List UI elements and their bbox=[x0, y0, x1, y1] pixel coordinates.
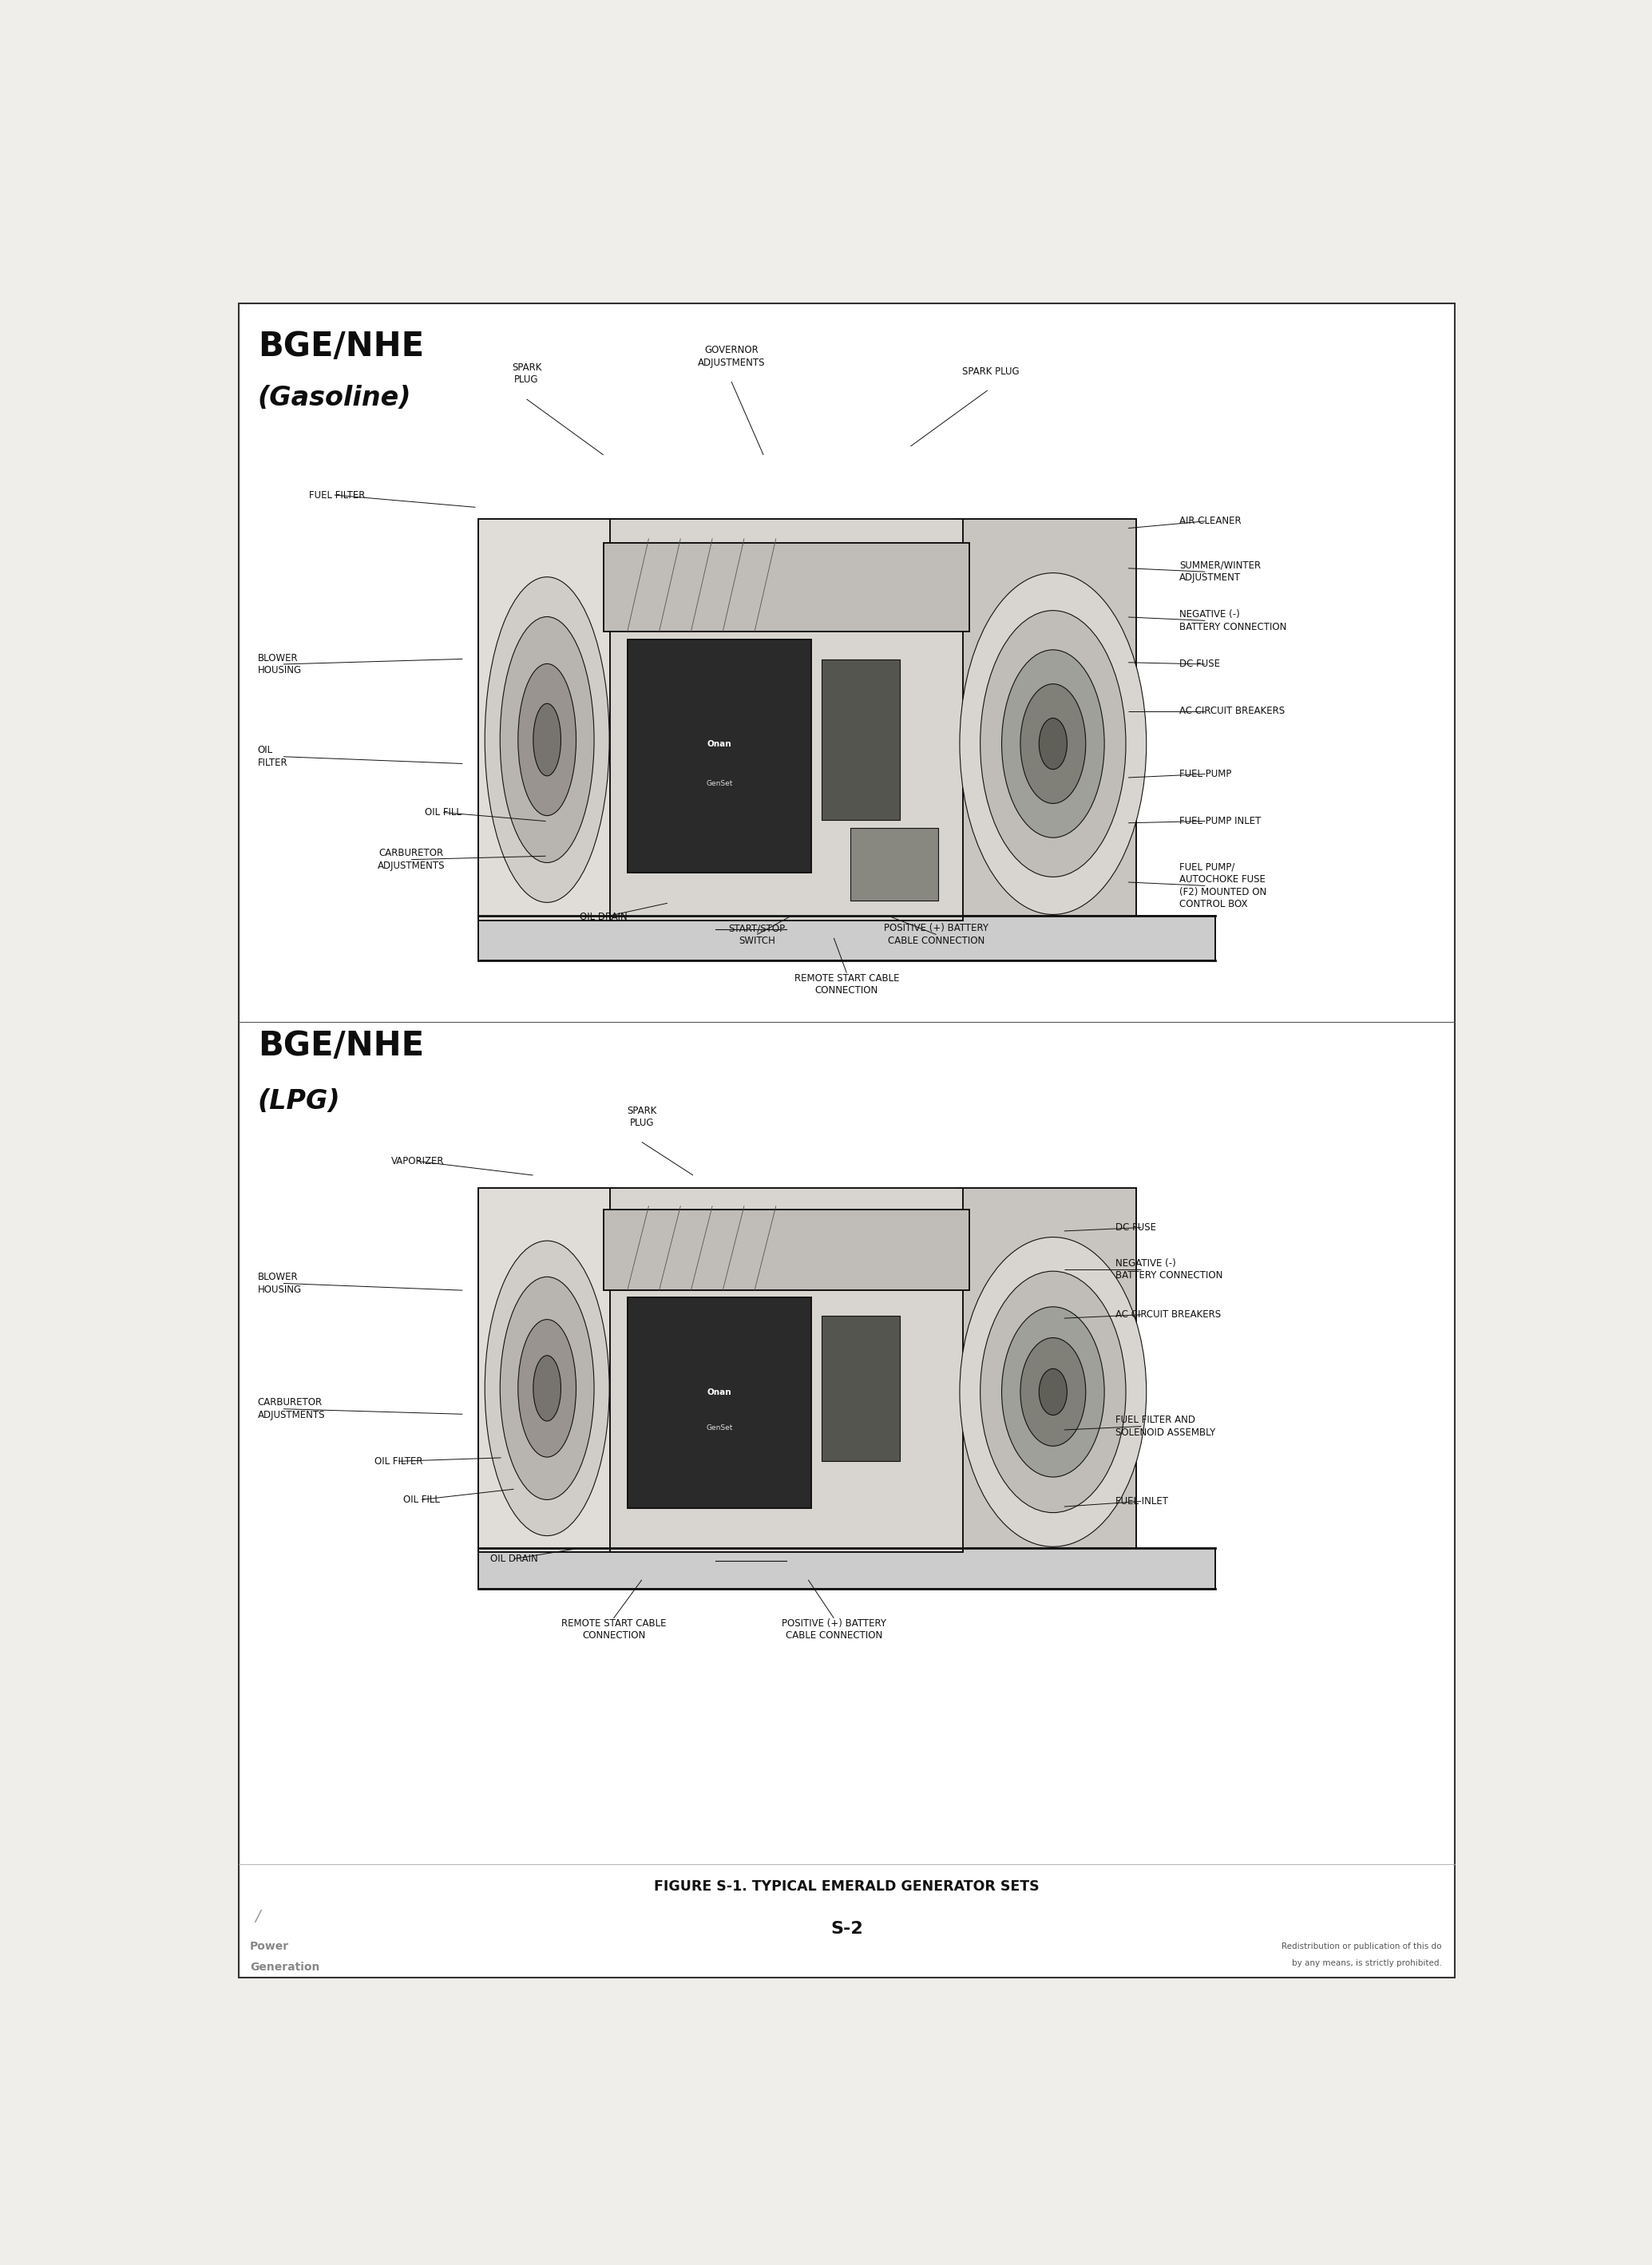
Text: NEGATIVE (-)
BATTERY CONNECTION: NEGATIVE (-) BATTERY CONNECTION bbox=[1115, 1257, 1222, 1280]
Text: NEGATIVE (-)
BATTERY CONNECTION: NEGATIVE (-) BATTERY CONNECTION bbox=[1180, 609, 1287, 632]
Text: CARBURETOR
ADJUSTMENTS: CARBURETOR ADJUSTMENTS bbox=[378, 847, 444, 872]
Bar bbox=[957, 519, 1137, 920]
Text: FUEL PUMP: FUEL PUMP bbox=[1180, 768, 1232, 779]
Text: AIR CLEANER: AIR CLEANER bbox=[1180, 516, 1242, 525]
Text: DC FUSE: DC FUSE bbox=[1115, 1223, 1156, 1232]
Text: OIL
FILTER: OIL FILTER bbox=[258, 745, 287, 768]
Bar bbox=[610, 519, 963, 920]
Text: GenSet: GenSet bbox=[705, 779, 732, 788]
Text: FUEL FILTER AND
SOLENOID ASSEMBLY: FUEL FILTER AND SOLENOID ASSEMBLY bbox=[1115, 1416, 1216, 1438]
Ellipse shape bbox=[519, 1320, 577, 1456]
Text: Redistribution or publication of this do: Redistribution or publication of this do bbox=[1282, 1941, 1442, 1950]
Ellipse shape bbox=[1039, 1368, 1067, 1416]
Bar bbox=[477, 519, 616, 920]
Text: GenSet: GenSet bbox=[705, 1425, 732, 1431]
Bar bbox=[957, 1187, 1137, 1552]
Text: VAPORIZER: VAPORIZER bbox=[392, 1155, 444, 1166]
Text: Onan: Onan bbox=[707, 1388, 732, 1395]
Ellipse shape bbox=[484, 578, 610, 901]
Text: Generation: Generation bbox=[249, 1961, 320, 1973]
Bar bbox=[821, 1316, 900, 1461]
Text: (LPG): (LPG) bbox=[258, 1087, 340, 1114]
Text: S-2: S-2 bbox=[831, 1921, 862, 1937]
Ellipse shape bbox=[980, 612, 1125, 877]
Ellipse shape bbox=[980, 1271, 1125, 1513]
Ellipse shape bbox=[960, 1237, 1146, 1547]
Text: POSITIVE (+) BATTERY
CABLE CONNECTION: POSITIVE (+) BATTERY CABLE CONNECTION bbox=[884, 924, 988, 947]
Bar bbox=[851, 829, 938, 901]
Ellipse shape bbox=[1001, 650, 1105, 838]
Text: OIL DRAIN: OIL DRAIN bbox=[491, 1554, 537, 1565]
Text: BGE/NHE: BGE/NHE bbox=[258, 328, 425, 362]
Ellipse shape bbox=[534, 704, 562, 777]
Bar bbox=[603, 544, 970, 632]
Ellipse shape bbox=[534, 1354, 562, 1420]
Text: REMOTE START CABLE
CONNECTION: REMOTE START CABLE CONNECTION bbox=[795, 974, 899, 997]
Text: BGE/NHE: BGE/NHE bbox=[258, 1028, 425, 1062]
Text: GOVERNOR
ADJUSTMENTS: GOVERNOR ADJUSTMENTS bbox=[697, 344, 765, 367]
Text: SUMMER/WINTER
ADJUSTMENT: SUMMER/WINTER ADJUSTMENT bbox=[1180, 559, 1260, 582]
Text: BLOWER
HOUSING: BLOWER HOUSING bbox=[258, 1273, 302, 1296]
Ellipse shape bbox=[1021, 684, 1085, 804]
Text: (Gasoline): (Gasoline) bbox=[258, 385, 411, 412]
Text: FUEL PUMP INLET: FUEL PUMP INLET bbox=[1180, 815, 1260, 827]
Text: DC FUSE: DC FUSE bbox=[1180, 659, 1221, 670]
Bar bbox=[477, 1547, 1216, 1588]
Text: AC CIRCUIT BREAKERS: AC CIRCUIT BREAKERS bbox=[1180, 707, 1285, 716]
Text: FUEL FILTER: FUEL FILTER bbox=[309, 489, 365, 501]
Bar bbox=[477, 915, 1216, 960]
Text: Onan: Onan bbox=[707, 741, 732, 747]
Text: FIGURE S-1. TYPICAL EMERALD GENERATOR SETS: FIGURE S-1. TYPICAL EMERALD GENERATOR SE… bbox=[654, 1880, 1039, 1894]
Text: /: / bbox=[254, 1909, 261, 1923]
Text: FUEL INLET: FUEL INLET bbox=[1115, 1497, 1168, 1506]
Bar bbox=[628, 1298, 811, 1508]
Text: CARBURETOR
ADJUSTMENTS: CARBURETOR ADJUSTMENTS bbox=[258, 1398, 325, 1420]
Bar bbox=[628, 639, 811, 872]
Ellipse shape bbox=[1021, 1339, 1085, 1445]
Text: SPARK
PLUG: SPARK PLUG bbox=[512, 362, 542, 385]
Text: REMOTE START CABLE
CONNECTION: REMOTE START CABLE CONNECTION bbox=[562, 1617, 666, 1640]
Text: OIL FILL: OIL FILL bbox=[403, 1495, 439, 1504]
Text: FUEL PUMP/
AUTOCHOKE FUSE
(F2) MOUNTED ON
CONTROL BOX: FUEL PUMP/ AUTOCHOKE FUSE (F2) MOUNTED O… bbox=[1180, 863, 1267, 911]
Text: START/STOP
SWITCH: START/STOP SWITCH bbox=[729, 924, 785, 947]
Text: SPARK PLUG: SPARK PLUG bbox=[961, 367, 1019, 376]
Text: by any means, is strictly prohibited.: by any means, is strictly prohibited. bbox=[1292, 1959, 1442, 1968]
Text: Power: Power bbox=[249, 1941, 289, 1952]
Ellipse shape bbox=[960, 573, 1146, 915]
Ellipse shape bbox=[501, 616, 595, 863]
Text: OIL FILL: OIL FILL bbox=[425, 806, 461, 818]
Ellipse shape bbox=[484, 1241, 610, 1536]
Ellipse shape bbox=[519, 664, 577, 815]
Text: SPARK
PLUG: SPARK PLUG bbox=[626, 1105, 657, 1128]
Bar bbox=[603, 1210, 970, 1291]
Bar bbox=[821, 659, 900, 820]
Ellipse shape bbox=[1001, 1307, 1105, 1477]
Ellipse shape bbox=[1039, 718, 1067, 770]
Text: BLOWER
HOUSING: BLOWER HOUSING bbox=[258, 652, 302, 675]
Text: POSITIVE (+) BATTERY
CABLE CONNECTION: POSITIVE (+) BATTERY CABLE CONNECTION bbox=[781, 1617, 885, 1640]
Text: OIL FILTER: OIL FILTER bbox=[375, 1456, 423, 1465]
Text: AC CIRCUIT BREAKERS: AC CIRCUIT BREAKERS bbox=[1115, 1309, 1221, 1320]
Ellipse shape bbox=[501, 1277, 595, 1499]
Bar bbox=[477, 1187, 616, 1552]
Bar bbox=[610, 1187, 963, 1552]
Text: OIL DRAIN: OIL DRAIN bbox=[580, 913, 628, 922]
